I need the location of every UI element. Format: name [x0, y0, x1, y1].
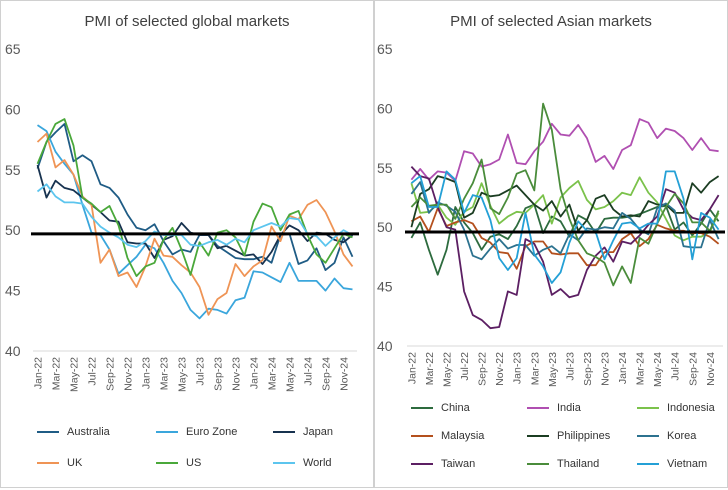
y-tick-label: 50	[5, 222, 21, 238]
x-tick-label: Jul-22	[459, 352, 471, 381]
x-tick-label: Jul-24	[670, 352, 682, 381]
x-tick-label: Sep-23	[213, 357, 225, 391]
x-tick-label: Nov-22	[123, 357, 135, 391]
x-tick-label: Mar-23	[529, 352, 541, 385]
x-tick-label: Jan-23	[512, 352, 524, 384]
y-tick-label: 40	[377, 338, 393, 354]
asian-markets-chart: 40 45 50 55 60 65 Jan-22 Mar-22 May-22 Jul-22 Sep-…	[377, 41, 725, 387]
x-tick-label: Jan-24	[617, 352, 629, 384]
series-line-world	[36, 183, 353, 249]
x-tick-label: Sep-22	[105, 357, 117, 391]
series-line-thailand	[410, 102, 720, 287]
x-tick-label: Sep-24	[321, 357, 333, 391]
y-tick-label: 45	[377, 279, 393, 295]
y-tick-label: 50	[377, 219, 393, 235]
x-tick-label: May-24	[285, 357, 297, 392]
x-tick-label: Nov-24	[339, 357, 351, 391]
y-tick-label: 45	[5, 283, 21, 299]
x-tick-label: Jan-23	[141, 357, 153, 389]
x-tick-label: Mar-24	[267, 357, 279, 390]
x-tick-label: Mar-23	[159, 357, 171, 390]
y-tick-label: 65	[377, 41, 393, 57]
x-tick-label: Nov-24	[705, 352, 717, 386]
series-line-vietnam	[410, 170, 720, 284]
x-tick-label: Jan-22	[406, 352, 418, 384]
x-tick-label: May-23	[547, 352, 559, 387]
global-markets-chart: 40 45 50 55 60 65 Jan-22 Mar-22 May-22 Jul-22 Sep-…	[5, 41, 359, 392]
x-tick-label: Mar-24	[635, 352, 647, 385]
x-tick-label: Mar-22	[424, 352, 436, 385]
y-tick-label: 55	[5, 162, 21, 178]
x-tick-label: Jul-24	[303, 357, 315, 386]
series-line-uk	[36, 132, 354, 316]
x-tick-label: Jan-22	[33, 357, 45, 389]
series-line-euro-zone	[37, 124, 353, 320]
series-line-us	[36, 118, 353, 278]
asian-markets-panel: PMI of selected Asian markets 40 45 50 55 60…	[374, 0, 728, 488]
x-tick-label: Nov-22	[494, 352, 506, 386]
x-tick-label: Sep-23	[582, 352, 594, 386]
y-tick-label: 65	[5, 41, 21, 57]
y-tick-label: 55	[377, 160, 393, 176]
x-tick-label: Jul-23	[195, 357, 207, 386]
global-markets-panel: PMI of selected global markets 40 45 50 55 6…	[0, 0, 374, 488]
series-line-australia	[36, 123, 354, 272]
x-tick-label: Nov-23	[600, 352, 612, 386]
x-tick-label: Nov-23	[231, 357, 243, 391]
x-tick-label: Jan-24	[249, 357, 261, 389]
series-line-india	[410, 118, 719, 182]
x-tick-label: May-24	[652, 352, 664, 387]
x-tick-label: Sep-24	[687, 352, 699, 386]
chart-title: PMI of selected Asian markets	[450, 13, 652, 30]
y-tick-label: 40	[5, 343, 21, 359]
y-tick-label: 60	[377, 100, 393, 116]
x-tick-label: May-23	[177, 357, 189, 392]
x-tick-label: Jul-22	[87, 357, 99, 386]
y-tick-label: 60	[5, 101, 21, 117]
x-tick-label: Jul-23	[564, 352, 576, 381]
x-tick-label: Mar-22	[51, 357, 63, 390]
x-tick-label: Sep-22	[477, 352, 489, 386]
series-line-taiwan	[410, 165, 720, 330]
series-line-malaysia	[410, 207, 720, 270]
x-tick-label: May-22	[69, 357, 81, 392]
x-tick-label: May-22	[442, 352, 454, 387]
chart-title: PMI of selected global markets	[84, 13, 290, 30]
